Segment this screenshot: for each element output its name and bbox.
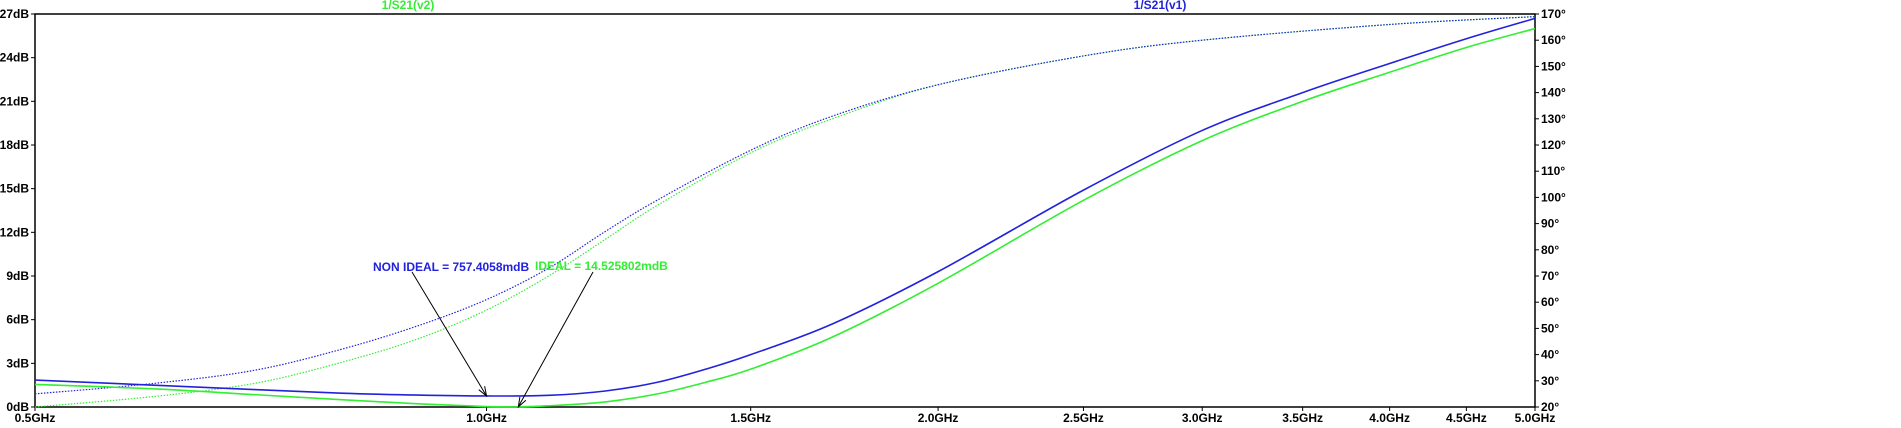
phase-curve-v1 xyxy=(34,16,1536,395)
left-tick-label: 15dB xyxy=(0,182,29,196)
annotation-arrow-line xyxy=(411,271,487,397)
x-tick-label: 2.0GHz xyxy=(918,411,959,425)
right-tick-label: 30° xyxy=(1541,374,1559,388)
left-tick-label: 18dB xyxy=(0,138,29,152)
legend-entry-v1: 1/S21(v1) xyxy=(1134,0,1187,12)
left-axis: 0dB 3dB 6dB 9dB 12dB 15dB 18dB 21dB 24dB 27dB xyxy=(0,7,35,414)
right-tick-label: 130° xyxy=(1541,112,1566,126)
left-tick-label: 6dB xyxy=(6,313,29,327)
x-tick-label: 4.0GHz xyxy=(1369,411,1410,425)
annotation-arrowhead xyxy=(478,386,488,398)
right-tick-label: 70° xyxy=(1541,269,1559,283)
annotation-arrow-line xyxy=(517,271,594,408)
x-tick-label: 3.5GHz xyxy=(1282,411,1323,425)
left-tick-label: 3dB xyxy=(6,356,29,370)
legend: 1/S21(v2) 1/S21(v1) xyxy=(382,0,1187,12)
left-tick-label: 24dB xyxy=(0,51,29,65)
phase-curve-v2 xyxy=(34,16,1536,408)
plot-frame xyxy=(34,13,1536,408)
x-tick-label: 5.0GHz xyxy=(1515,411,1556,425)
magnitude-curve-v2 xyxy=(34,27,1536,408)
right-tick-label: 140° xyxy=(1541,86,1566,100)
right-tick-label: 50° xyxy=(1541,321,1559,335)
curves xyxy=(34,16,1536,408)
annotations: NON IDEAL = 757.4058mdB IDEAL = 14.52580… xyxy=(373,259,668,409)
right-tick-label: 40° xyxy=(1541,348,1559,362)
right-tick-label: 60° xyxy=(1541,295,1559,309)
x-tick-label: 1.0GHz xyxy=(466,411,507,425)
left-tick-label: 21dB xyxy=(0,94,29,108)
x-tick-label: 0.5GHz xyxy=(15,411,56,425)
right-tick-label: 170° xyxy=(1541,7,1566,21)
x-tick-label: 1.5GHz xyxy=(730,411,771,425)
left-tick-label: 0dB xyxy=(6,400,29,414)
right-tick-label: 100° xyxy=(1541,190,1566,204)
annotation-arrowhead xyxy=(517,396,527,409)
magnitude-curve-v1 xyxy=(34,17,1536,397)
legend-entry-v2: 1/S21(v2) xyxy=(382,0,435,12)
annotation-ideal: IDEAL = 14.525802mdB xyxy=(535,259,668,273)
left-tick-label: 27dB xyxy=(0,7,29,21)
x-tick-label: 4.5GHz xyxy=(1446,411,1487,425)
right-tick-label: 160° xyxy=(1541,33,1566,47)
x-tick-label: 3.0GHz xyxy=(1182,411,1223,425)
right-tick-label: 80° xyxy=(1541,243,1559,257)
right-tick-label: 110° xyxy=(1541,164,1565,178)
right-tick-label: 90° xyxy=(1541,217,1559,231)
right-tick-label: 150° xyxy=(1541,59,1566,73)
right-tick-label: 20° xyxy=(1541,400,1559,414)
right-tick-label: 120° xyxy=(1541,138,1566,152)
x-axis: 0.5GHz 1.0GHz 1.5GHz 2.0GHz 2.5GHz 3.0GHz 3.5G… xyxy=(15,407,1556,425)
right-axis: 20° 30° 40° 50° 60° 70° 80° 90° 100° 110° 120° 130°… xyxy=(1535,7,1566,414)
left-tick-label: 9dB xyxy=(6,269,29,283)
left-tick-label: 12dB xyxy=(0,225,29,239)
x-tick-label: 2.5GHz xyxy=(1063,411,1104,425)
annotation-non-ideal: NON IDEAL = 757.4058mdB xyxy=(373,260,530,274)
